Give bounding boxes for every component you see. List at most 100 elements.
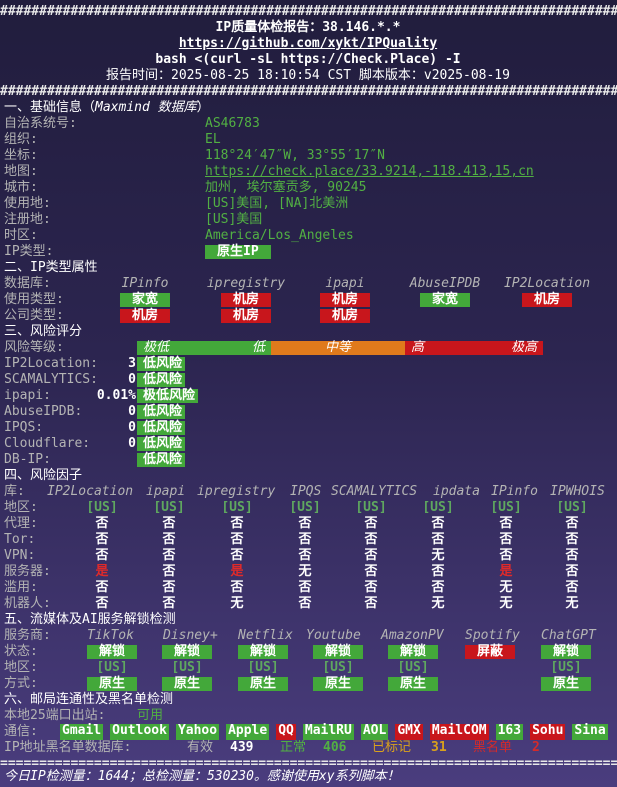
cell-value: 否 [364, 516, 378, 531]
section-title: 五、流媒体及AI服务解锁检测 [4, 612, 176, 627]
cell-value: 否 [431, 564, 445, 579]
status-badge: 原生 [540, 677, 592, 691]
blacklist-count: 31 [431, 740, 447, 755]
status-badge: 家宽 [419, 293, 471, 307]
risk-score: 0 [128, 420, 136, 435]
field-label: DB-IP: [4, 452, 51, 467]
cell-value: 否 [499, 548, 513, 563]
field-label: 风险等级: [4, 340, 64, 355]
status-badge: 机房 [220, 293, 272, 307]
risk-rating: 极低风险 [137, 389, 199, 403]
blacklist-label: 正常 [280, 740, 307, 755]
blacklist-count: 2 [532, 740, 540, 755]
cell-value: [US] [96, 660, 128, 675]
cell-value: 否 [298, 532, 312, 547]
field-value: AS46783 [205, 116, 260, 131]
service-header: Netflix [238, 628, 293, 643]
field-label: 地区: [4, 660, 38, 675]
section-title-text: 一、基础信息（ [4, 100, 96, 115]
mail-badge: Gmail [60, 723, 104, 740]
cell-value: 否 [364, 548, 378, 563]
cell-value: 否 [162, 564, 176, 579]
service-header: AmazonPV [381, 628, 444, 643]
mail-badge: Outlook [110, 723, 169, 740]
repo-link[interactable]: https://github.com/xykt/IPQuality [178, 36, 438, 51]
source-header: ipapi [146, 484, 186, 499]
source-header: AbuseIPDB [409, 276, 481, 291]
cell-value: [US] [550, 660, 582, 675]
source-header: ipregistry [206, 276, 286, 291]
field-value[interactable]: https://check.place/33.9214,-118.413,15,… [205, 164, 534, 179]
source-header: IPinfo [491, 484, 538, 499]
status-badge: 原生 [161, 677, 213, 691]
cell-value: [US] [355, 500, 387, 515]
cell-value: 否 [431, 580, 445, 595]
status-badge: 屏蔽 [464, 645, 516, 659]
cell-value: [US] [397, 660, 429, 675]
field-label: 服务器: [4, 564, 51, 579]
risk-level-label: 高 [411, 340, 425, 355]
cell-value: 否 [95, 596, 109, 611]
status-badge: 机房 [119, 309, 171, 323]
field-label: 公司类型: [4, 308, 64, 323]
cell-value: 否 [431, 532, 445, 547]
risk-rating: 低风险 [137, 357, 186, 371]
cell-value: [US] [221, 500, 253, 515]
cell-value: 否 [499, 532, 513, 547]
status-badge: 解锁 [540, 645, 592, 659]
field-label: 使用地: [4, 196, 51, 211]
cell-value: 否 [162, 580, 176, 595]
cell-value: 否 [162, 532, 176, 547]
field-value: [US]美国, [NA]北美洲 [205, 196, 349, 211]
field-label: Cloudflare: [4, 436, 91, 451]
cell-value: 是 [499, 564, 513, 579]
field-label: 服务商: [4, 628, 51, 643]
cell-value: 否 [298, 580, 312, 595]
source-header: ipregistry [197, 484, 276, 499]
cell-value: 无 [499, 596, 513, 611]
section-title: 二、IP类型属性 [4, 260, 98, 275]
cell-value: 否 [431, 516, 445, 531]
cell-value: 否 [364, 596, 378, 611]
field-label: 通信: [4, 724, 38, 739]
mail-badge: Yahoo [175, 723, 220, 740]
field-label: 注册地: [4, 212, 51, 227]
mail-badge: AOL [360, 723, 389, 740]
mail-badge: MailRU [302, 723, 354, 740]
source-header: IPWHOIS [550, 484, 605, 499]
status-badge: 原生 [237, 677, 289, 691]
status-badge: 解锁 [237, 645, 289, 659]
service-header: Youtube [306, 628, 361, 643]
field-value: America/Los_Angeles [205, 228, 354, 243]
risk-bar-segment: 中等 [271, 340, 405, 355]
risk-score: 3 [128, 356, 136, 371]
field-label: IP类型: [4, 244, 54, 259]
field-value: EL [205, 132, 221, 147]
blacklist-label: 黑名单 [473, 740, 513, 755]
cell-value: 无 [499, 580, 513, 595]
cell-value: 否 [95, 548, 109, 563]
status-badge: 原生 [312, 677, 364, 691]
cell-value: [US] [490, 500, 522, 515]
field-label: IP2Location: [4, 356, 98, 371]
mail-badge: QQ [276, 723, 296, 740]
cell-value: [US] [422, 500, 454, 515]
status-badge: 机房 [319, 293, 371, 307]
mail-badge: MailCOM [429, 723, 489, 740]
section-title: 六、邮局连通性及黑名单检测 [4, 692, 174, 707]
field-label: AbuseIPDB: [4, 404, 83, 419]
field-label: 地区: [4, 500, 38, 515]
cell-value: 否 [565, 532, 579, 547]
cell-value: 否 [565, 516, 579, 531]
cell-value: 否 [298, 548, 312, 563]
status-badge: 解锁 [86, 645, 138, 659]
rule-line: ########################################… [0, 4, 617, 19]
field-label: 库: [4, 484, 25, 499]
cell-value: 无 [230, 596, 244, 611]
source-header: ipapi [325, 276, 365, 291]
field-value: 加州, 埃尔塞贡多, 90245 [205, 180, 367, 195]
risk-bar-segment: 高 极高 [405, 340, 543, 355]
cell-value: 否 [95, 580, 109, 595]
status-badge: 解锁 [387, 645, 439, 659]
rule-line: ########################################… [0, 84, 617, 99]
